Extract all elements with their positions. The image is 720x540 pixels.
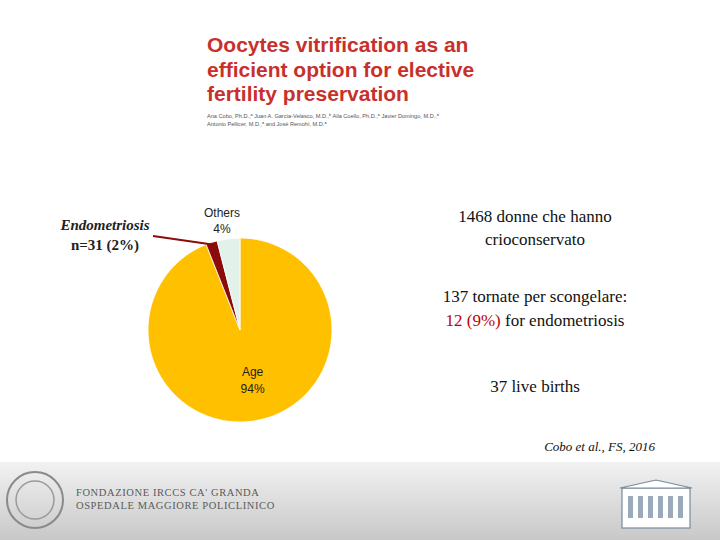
slide-canvas: Oocytes vitrification as anefficient opt… <box>0 0 720 540</box>
footer: FONDAZIONE IRCCS CA' GRANDA OSPEDALE MAGG… <box>0 462 720 540</box>
pie-slice <box>148 238 332 422</box>
footer-text: FONDAZIONE IRCCS CA' GRANDA <box>76 487 259 498</box>
authors: Ana Cobo, Ph.D.,ᵃ Juan A. García-Velasco… <box>207 113 440 127</box>
leader-line <box>153 236 212 244</box>
source: Cobo et al., FS, 2016 <box>544 439 655 454</box>
footer-building <box>622 488 690 528</box>
annotation-line: 1468 donne che hanno <box>458 207 611 226</box>
annotation-part: for endometriosis <box>501 311 625 330</box>
slide: Oocytes vitrification as anefficient opt… <box>0 0 720 540</box>
title-line: Oocytes vitrification as an <box>207 33 468 56</box>
title-line: efficient option for elective <box>207 58 474 81</box>
footer-building-window <box>648 496 653 518</box>
footer-building-roof <box>620 480 692 488</box>
title-line: fertility preservation <box>207 82 409 105</box>
footer-text: OSPEDALE MAGGIORE POLICLINICO <box>76 500 275 511</box>
footer-band <box>0 462 720 540</box>
slice-category-label: Age <box>242 365 264 379</box>
annotation-part: 137 tornate per scongelare: <box>443 287 628 306</box>
slice-labels: Age 94% Endometriosis n=31 (2%) Others 4% <box>59 206 265 396</box>
footer-logo <box>7 472 63 528</box>
footer-building-window <box>658 496 663 518</box>
footer-building-window <box>628 496 633 518</box>
annotation: 1468 donne che hanno crioconservato <box>458 207 611 249</box>
annotation: 37 live births <box>490 377 580 396</box>
slice-category-label: Others <box>204 206 240 220</box>
annotations: 1468 donne che hanno crioconservato 137 to… <box>443 207 628 396</box>
annotation-part: 37 live births <box>490 377 580 396</box>
annotation: 12 (9%) for endometriosis <box>446 311 625 330</box>
annotation: 137 tornate per scongelare: <box>443 287 628 306</box>
slice-value-label: n=31 (2%) <box>71 237 139 254</box>
footer-building-window <box>678 496 683 518</box>
pie-slices <box>148 238 332 422</box>
annotation-part: 12 (9%) <box>446 311 501 330</box>
slice-value-label: 4% <box>213 222 231 236</box>
pie <box>148 238 332 422</box>
slice-value-label: 94% <box>241 382 265 396</box>
authors-line: Ana Cobo, Ph.D.,ᵃ Juan A. García-Velasco… <box>207 113 440 119</box>
footer-building-window <box>668 496 673 518</box>
pie-slice <box>217 238 240 330</box>
title: Oocytes vitrification as anefficient opt… <box>207 33 474 105</box>
footer-building-window <box>638 496 643 518</box>
footer-logo-inner <box>16 481 54 519</box>
slice-category-label: Endometriosis <box>59 217 149 233</box>
authors-line: Antonio Pellicer, M.D.,ᵃ and José Remohí… <box>207 121 327 127</box>
background <box>0 0 720 540</box>
annotation-line: crioconservato <box>485 230 585 249</box>
